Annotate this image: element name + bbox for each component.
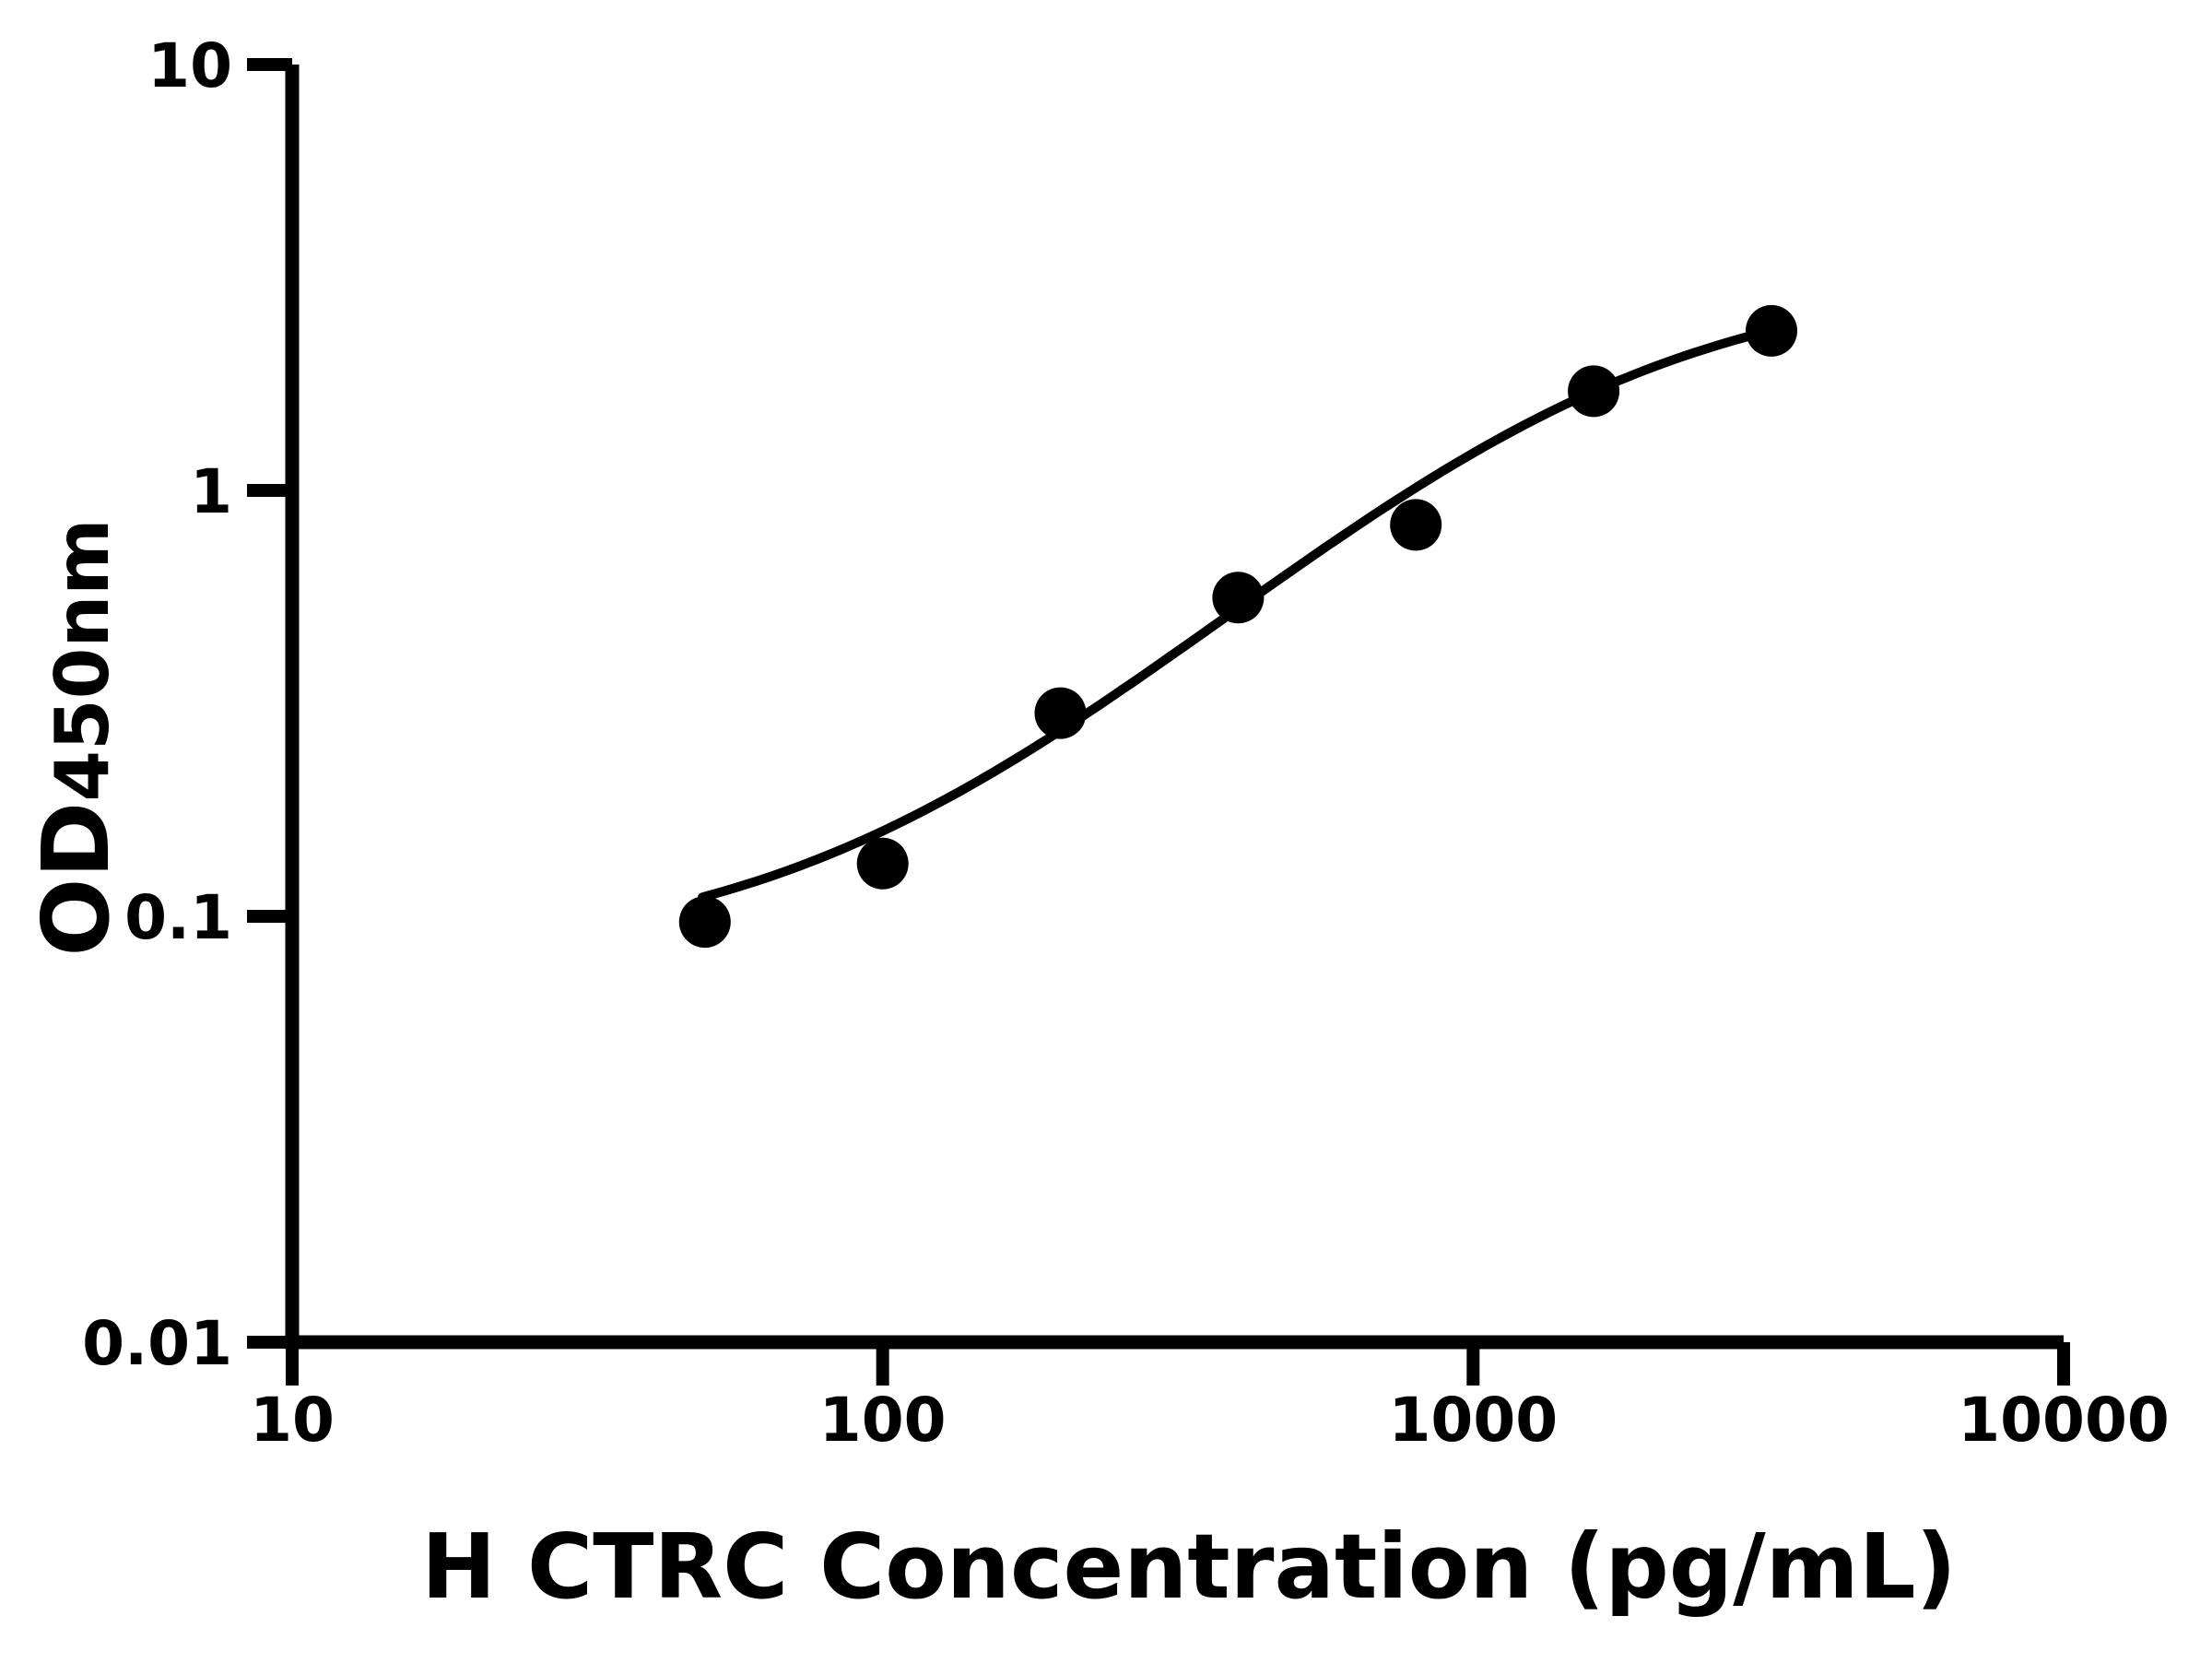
y-tick-label-0.1: 0.1 xyxy=(124,882,232,953)
x-tick-label-10: 10 xyxy=(250,1385,335,1456)
data-point-marker-100 xyxy=(856,837,909,890)
y-axis-title: OD450nm xyxy=(22,518,130,956)
data-point-marker-1600 xyxy=(1568,365,1620,418)
data-point-marker-50 xyxy=(678,896,731,949)
data-point-marker-800 xyxy=(1390,499,1442,551)
plot-area: 10 1 0.1 0.01 10 100 1000 10000 xyxy=(82,30,2170,1456)
data-point-marker-200 xyxy=(1034,687,1087,739)
y-axis-title-sub: 450nm xyxy=(40,518,125,801)
data-point-marker-3200 xyxy=(1746,304,1797,357)
y-tick-label-10: 10 xyxy=(147,30,232,101)
x-tick-label-100: 100 xyxy=(819,1385,947,1456)
y-axis-title-main: OD xyxy=(22,802,130,957)
x-axis-title: H CTRC Concentration (pg/mL) xyxy=(421,1515,1957,1619)
y-tick-label-0.01: 0.01 xyxy=(82,1308,232,1379)
x-tick-label-10000: 10000 xyxy=(1958,1385,2170,1456)
data-point-marker-400 xyxy=(1212,572,1265,624)
axis-spine xyxy=(285,65,2064,1350)
x-tick-label-1000: 1000 xyxy=(1388,1385,1558,1456)
y-tick-label-1: 1 xyxy=(190,456,232,527)
